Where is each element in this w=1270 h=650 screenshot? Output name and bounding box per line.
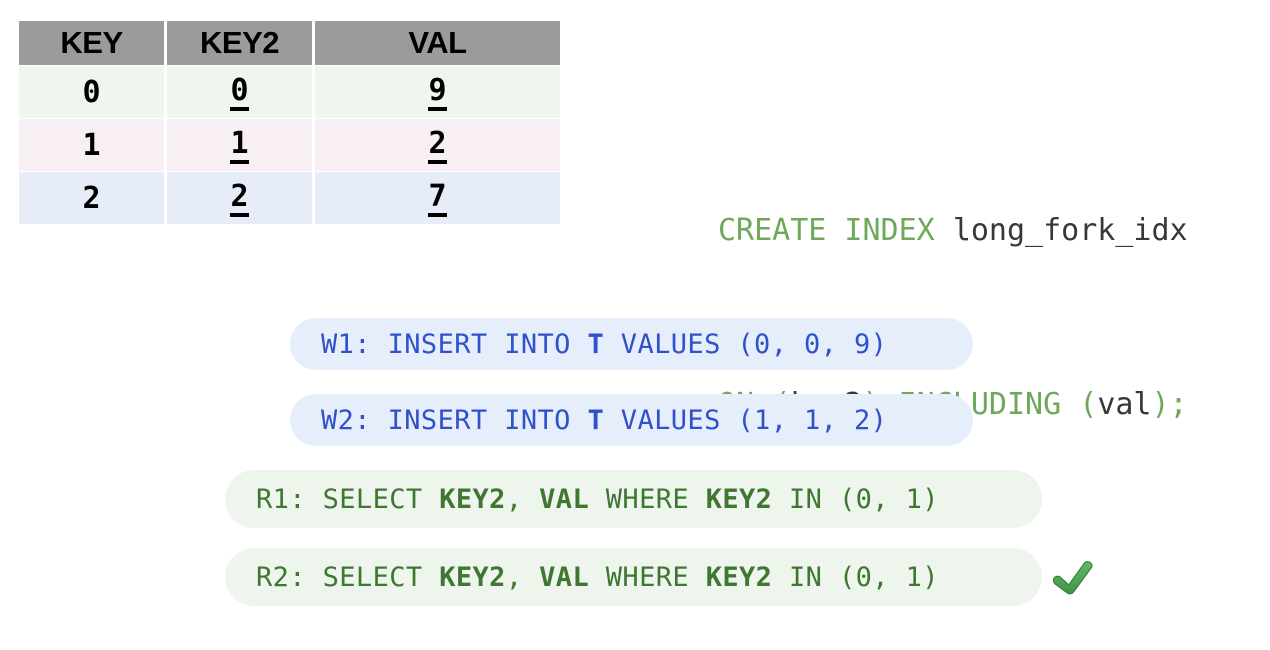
operation-statement-pre: INSERT INTO bbox=[387, 404, 588, 436]
operation-predicate: IN (0, 1) bbox=[772, 483, 939, 515]
cell-key: 1 bbox=[19, 119, 164, 171]
table-body: 0 0 9 1 1 2 2 2 7 bbox=[19, 66, 560, 224]
operation-label: R1: bbox=[256, 483, 323, 515]
column-header-key2: KEY2 bbox=[167, 21, 312, 65]
operation-table-name: T bbox=[587, 404, 605, 436]
operation-comma: , bbox=[505, 561, 540, 593]
sql-identifier-index-name: long_fork_idx bbox=[952, 213, 1188, 248]
operation-label: R2: bbox=[256, 561, 323, 593]
table-head: KEY KEY2 VAL bbox=[19, 21, 560, 65]
cell-key2: 2 bbox=[167, 172, 312, 224]
operation-table-name: T bbox=[587, 328, 605, 360]
column-header-val: VAL bbox=[315, 21, 560, 65]
operation-label: W1: bbox=[321, 328, 388, 360]
operation-where-keyword: WHERE bbox=[589, 483, 706, 515]
operation-where-keyword: WHERE bbox=[589, 561, 706, 593]
operation-statement-pre: INSERT INTO bbox=[387, 328, 588, 360]
cell-key2-value: 1 bbox=[230, 128, 249, 165]
cell-key: 0 bbox=[19, 66, 164, 118]
cell-key-value: 1 bbox=[82, 127, 101, 163]
operation-column-key2: KEY2 bbox=[439, 483, 506, 515]
operation-r1: R1: SELECT KEY2, VAL WHERE KEY2 IN (0, 1… bbox=[225, 470, 1042, 528]
operation-r2: R2: SELECT KEY2, VAL WHERE KEY2 IN (0, 1… bbox=[225, 548, 1042, 606]
table-row: 1 1 2 bbox=[19, 119, 560, 171]
operation-select-keyword: SELECT bbox=[322, 561, 440, 593]
cell-key2: 1 bbox=[167, 119, 312, 171]
operation-predicate: IN (0, 1) bbox=[772, 561, 939, 593]
table-row: 2 2 7 bbox=[19, 172, 560, 224]
cell-key2-value: 0 bbox=[230, 75, 249, 112]
cell-val: 7 bbox=[315, 172, 560, 224]
operation-column-val: VAL bbox=[539, 561, 590, 593]
sql-line-create-index: CREATE INDEX long_fork_idx bbox=[718, 202, 1188, 260]
operation-column-val: VAL bbox=[539, 483, 590, 515]
operation-w1: W1: INSERT INTO T VALUES (0, 0, 9) bbox=[290, 318, 973, 370]
records-table: KEY KEY2 VAL 0 0 9 1 1 2 2 2 7 bbox=[16, 20, 563, 225]
operation-column-key2: KEY2 bbox=[439, 561, 506, 593]
cell-val-value: 9 bbox=[428, 75, 447, 112]
table-row: 0 0 9 bbox=[19, 66, 560, 118]
operation-select-keyword: SELECT bbox=[322, 483, 440, 515]
operation-statement-post: VALUES (1, 1, 2) bbox=[604, 404, 888, 436]
sql-identifier-val: val bbox=[1097, 387, 1152, 422]
operation-predicate-column: KEY2 bbox=[705, 483, 773, 515]
cell-val-value: 2 bbox=[428, 128, 447, 165]
column-header-key: KEY bbox=[19, 21, 164, 65]
cell-val: 2 bbox=[315, 119, 560, 171]
cell-val: 9 bbox=[315, 66, 560, 118]
cell-val-value: 7 bbox=[428, 181, 447, 218]
operation-predicate-column: KEY2 bbox=[705, 561, 773, 593]
cell-key-value: 2 bbox=[82, 180, 101, 216]
operation-comma: , bbox=[505, 483, 540, 515]
table-header-row: KEY KEY2 VAL bbox=[19, 21, 560, 65]
sql-paren-open-2: ( bbox=[1079, 387, 1098, 422]
cell-key: 2 bbox=[19, 172, 164, 224]
operation-statement-post: VALUES (0, 0, 9) bbox=[604, 328, 888, 360]
sql-paren-close-2: ); bbox=[1151, 387, 1188, 422]
operation-label: W2: bbox=[321, 404, 388, 436]
check-mark-icon bbox=[1052, 561, 1093, 595]
sql-keyword-create-index: CREATE INDEX bbox=[718, 213, 953, 248]
operation-w2: W2: INSERT INTO T VALUES (1, 1, 2) bbox=[290, 394, 973, 446]
cell-key2: 0 bbox=[167, 66, 312, 118]
cell-key-value: 0 bbox=[82, 74, 101, 110]
cell-key2-value: 2 bbox=[230, 181, 249, 218]
